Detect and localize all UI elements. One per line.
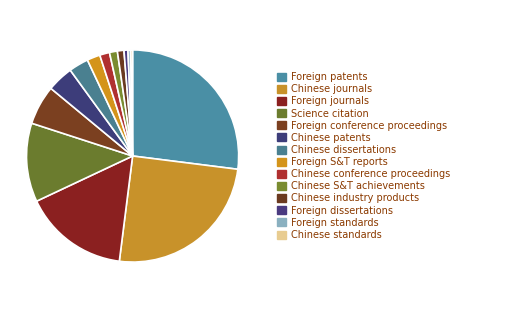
Wedge shape <box>32 88 132 156</box>
Wedge shape <box>109 51 132 156</box>
Wedge shape <box>124 50 132 156</box>
Wedge shape <box>130 50 132 156</box>
Wedge shape <box>26 123 132 201</box>
Wedge shape <box>100 52 132 156</box>
Wedge shape <box>70 60 132 156</box>
Wedge shape <box>87 55 132 156</box>
Wedge shape <box>37 156 132 261</box>
Wedge shape <box>132 50 238 169</box>
Wedge shape <box>51 70 132 156</box>
Legend: Foreign patents, Chinese journals, Foreign journals, Science citation, Foreign c: Foreign patents, Chinese journals, Forei… <box>274 70 451 242</box>
Wedge shape <box>119 156 237 262</box>
Wedge shape <box>128 50 132 156</box>
Wedge shape <box>117 50 132 156</box>
